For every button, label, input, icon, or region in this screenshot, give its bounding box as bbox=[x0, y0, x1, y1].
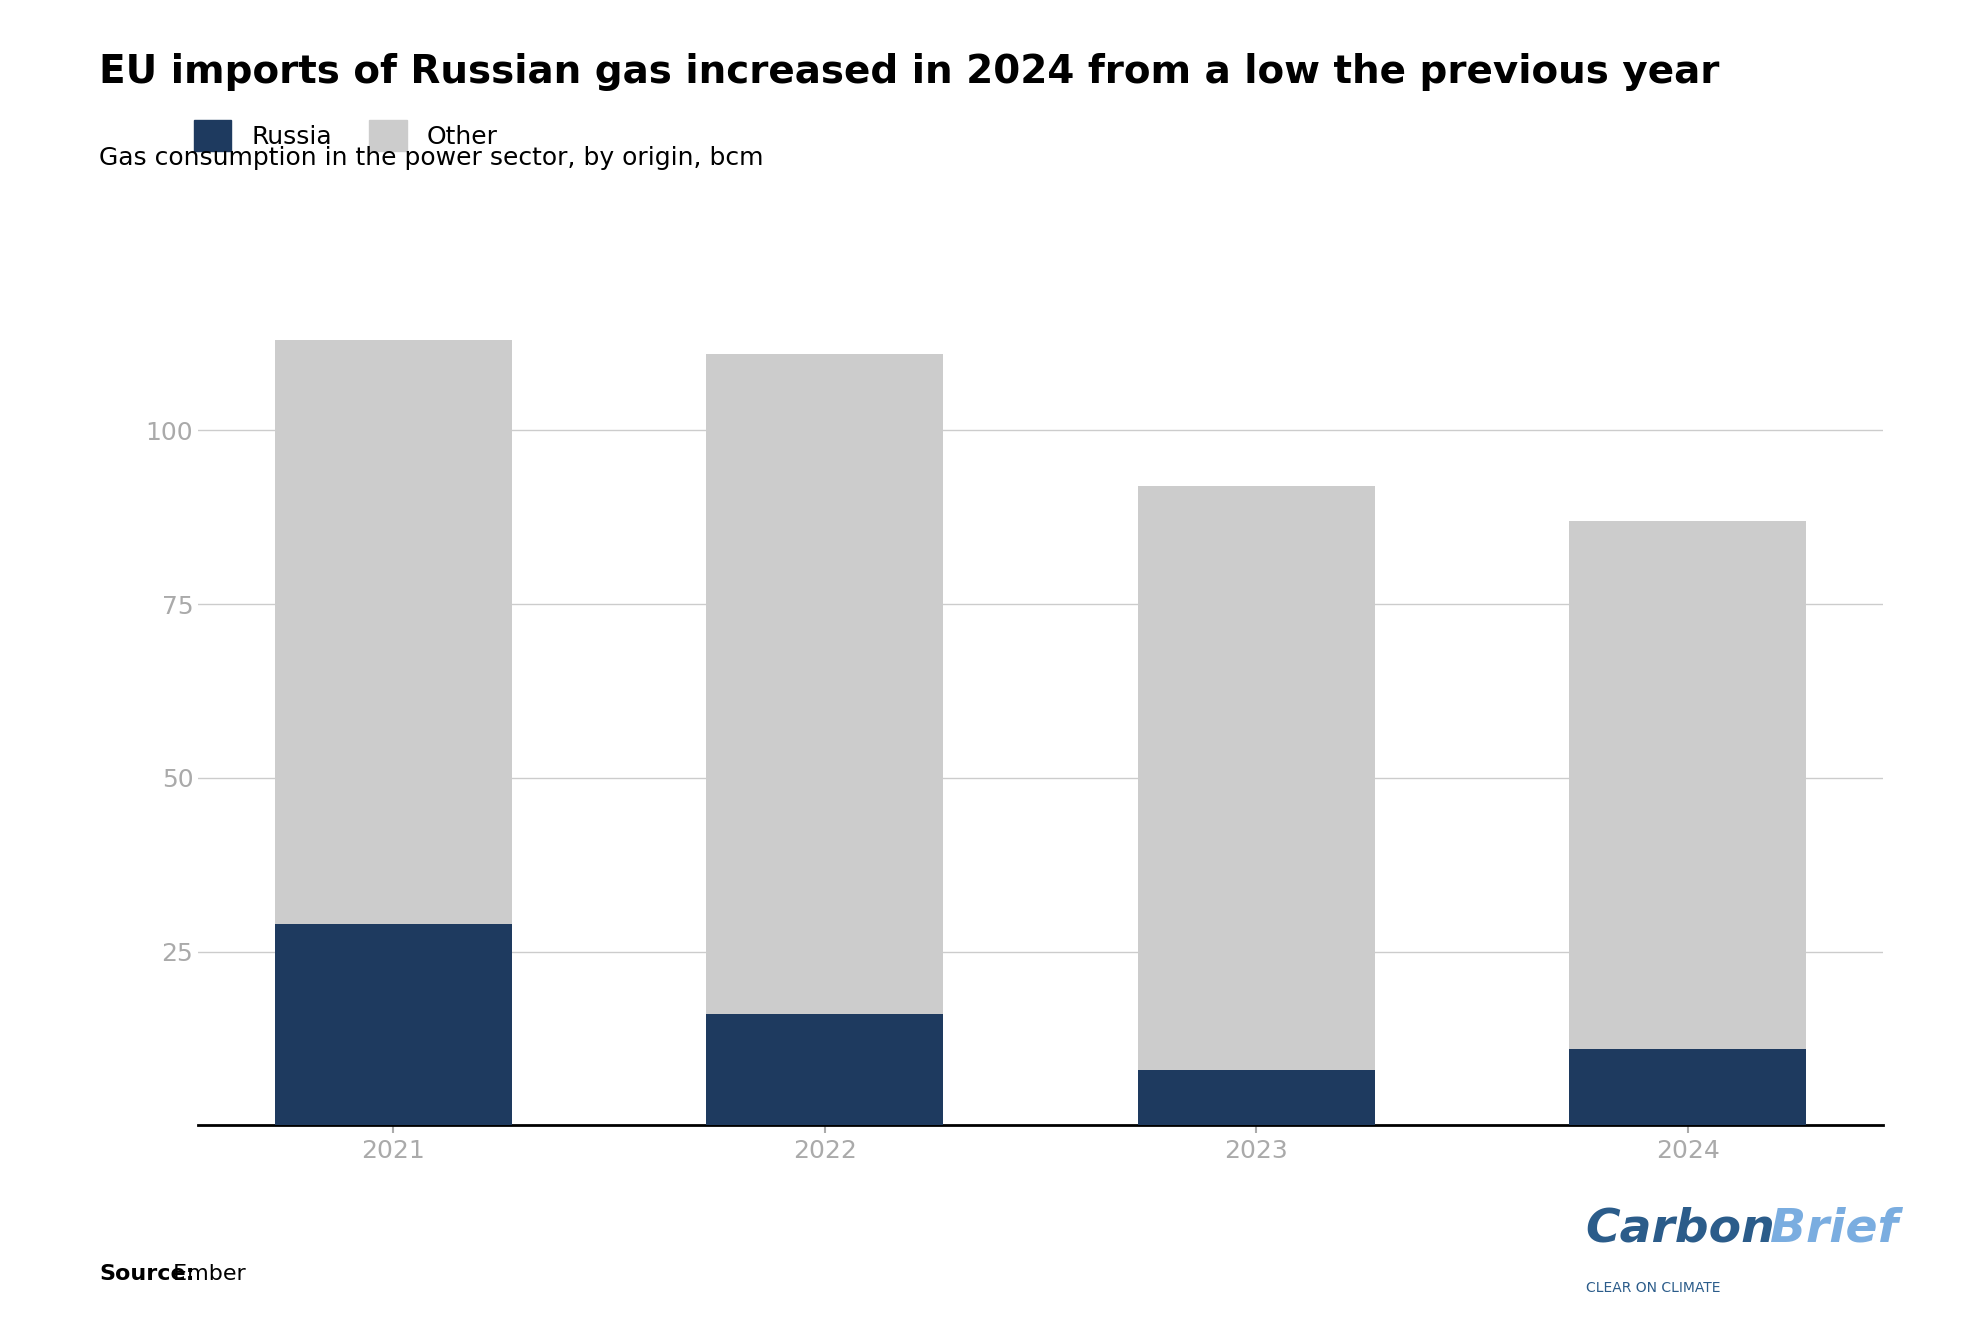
Text: Source:: Source: bbox=[99, 1264, 194, 1284]
Text: Ember: Ember bbox=[166, 1264, 246, 1284]
Bar bbox=[706, 354, 943, 1014]
Legend: Russia, Other: Russia, Other bbox=[194, 120, 497, 151]
Text: Carbon: Carbon bbox=[1586, 1206, 1776, 1251]
Bar bbox=[1138, 486, 1376, 1070]
Bar bbox=[1138, 1070, 1376, 1125]
Bar bbox=[275, 924, 511, 1125]
Bar bbox=[275, 340, 511, 924]
Text: CLEAR ON CLIMATE: CLEAR ON CLIMATE bbox=[1586, 1280, 1720, 1295]
Text: Brief: Brief bbox=[1770, 1206, 1899, 1251]
Bar bbox=[1570, 520, 1806, 1049]
Text: EU imports of Russian gas increased in 2024 from a low the previous year: EU imports of Russian gas increased in 2… bbox=[99, 53, 1720, 91]
Text: Gas consumption in the power sector, by origin, bcm: Gas consumption in the power sector, by … bbox=[99, 146, 763, 169]
Bar bbox=[706, 1014, 943, 1125]
Bar bbox=[1570, 1049, 1806, 1125]
